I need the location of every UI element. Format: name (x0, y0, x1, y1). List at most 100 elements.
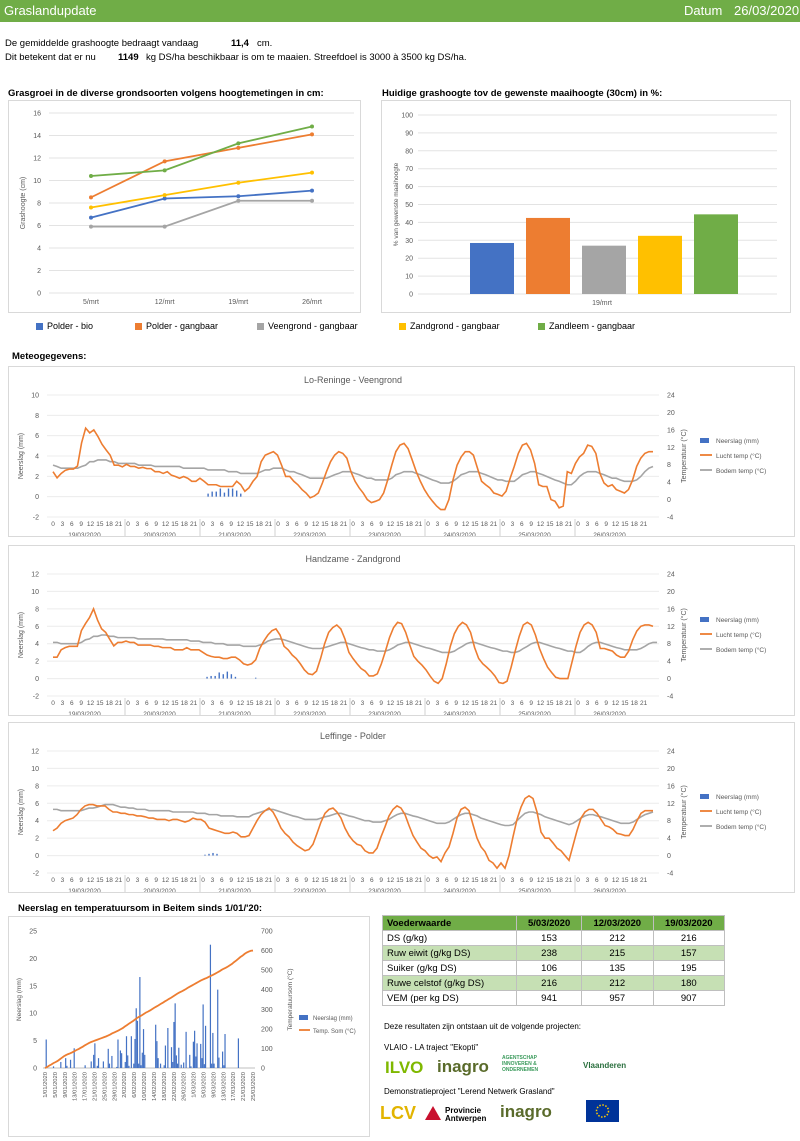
rain-bar (202, 1004, 204, 1068)
rain-temp-sum-chart: 0 5 10 15 20 25 0 100 200 300 400 500 600 700 Neerslag… (16, 929, 356, 1102)
logo-inagro-2: inagro (500, 1102, 552, 1121)
hour-tick-label: 12 (87, 521, 95, 528)
hour-tick-label: 21 (340, 877, 348, 884)
y2-tick-label: 600 (261, 948, 273, 955)
page-title: Graslandupdate (4, 3, 97, 18)
hour-tick-label: 3 (586, 700, 590, 707)
pct-chart-panel: 0 10 20 30 40 50 60 70 80 90 100 % van gewenste maa… (381, 100, 791, 313)
date-label: 24/03/2020 (443, 711, 476, 715)
feed-cell-label: Ruw eiwit (g/kg DS) (381, 945, 518, 961)
legend-item: Zandgrond - gangbaar (399, 321, 500, 331)
intro-line-2: Dit betekent dat er nu (5, 52, 96, 63)
rain-bar (190, 1066, 192, 1068)
table-row: Ruwe celstof (g/kg DS) 216 212 180 (381, 975, 725, 991)
y-tick-label: 8 (35, 413, 39, 420)
y2-tick-label: 24 (667, 749, 675, 756)
hour-tick-label: 9 (379, 521, 383, 528)
hour-tick-label: 21 (490, 877, 498, 884)
hour-tick-label: 15 (321, 700, 329, 707)
data-point (162, 159, 167, 164)
rain-bar (163, 1065, 165, 1068)
hour-tick-label: 18 (331, 521, 339, 528)
avg-height-value: 11,4 (231, 38, 249, 49)
hour-tick-label: 9 (79, 700, 83, 707)
rain-bar (222, 674, 224, 679)
y2-tick-label: 4 (667, 659, 671, 666)
legend-label: Neerslag (mm) (716, 617, 759, 624)
y2-tick-label: -4 (667, 515, 673, 522)
x-tick-label: 5/03/2020 (201, 1072, 207, 1098)
x-tick-label: 22/02/2020 (172, 1072, 178, 1101)
feed-cell-label: Suiker (g/kg DS) (381, 960, 518, 976)
feed-header-cell: 12/03/2020 (581, 915, 654, 931)
y2-tick-label: 20 (667, 766, 675, 773)
rain-bar (210, 675, 212, 679)
soil-temp-line (53, 634, 658, 654)
y-tick-label: 6 (35, 624, 39, 631)
y-axis-label: Neerslag (mm) (16, 978, 23, 1021)
meteo-chart-handzame: Handzame - Zandgrond-2024681012-40481216… (18, 554, 766, 718)
data-point (89, 174, 93, 178)
logo-ilvo: ILVO (385, 1058, 424, 1077)
rain-bar (212, 852, 214, 856)
x-tick-label: 21/01/2020 (93, 1072, 99, 1101)
hour-tick-label: 9 (529, 521, 533, 528)
rain-bar (237, 1038, 240, 1068)
y-tick-label: 60 (405, 184, 413, 191)
hour-tick-label: 6 (445, 877, 449, 884)
feed-cell: 238 (516, 945, 583, 961)
x-tick-label: 18/02/2020 (162, 1072, 168, 1101)
rain-bar (195, 1056, 197, 1068)
hour-tick-label: 6 (370, 877, 374, 884)
y2-tick-label: 4 (667, 480, 671, 487)
hour-tick-label: 0 (276, 877, 280, 884)
x-tick-label: 1/01/2020 (43, 1072, 49, 1098)
y2-axis-label: Temperatuursom (°C) (286, 968, 294, 1030)
hour-tick-label: 6 (220, 877, 224, 884)
legend-label: Neerslag (mm) (716, 794, 759, 801)
logo-agentschap: AGENTSCHAP INNOVEREN & ONDERNEMEN (502, 1055, 539, 1073)
rain-bar (224, 1034, 226, 1068)
rain-bar (84, 1065, 86, 1068)
y-tick-label: 4 (35, 641, 39, 648)
hour-tick-label: 3 (136, 877, 140, 884)
date-label: 23/03/2020 (368, 711, 401, 715)
date-label: 21/03/2020 (218, 888, 251, 892)
hour-tick-label: 15 (96, 700, 104, 707)
legend-label: Zandgrond - gangbaar (410, 321, 500, 331)
y2-tick-label: -4 (667, 694, 673, 701)
y-tick-label: 20 (29, 956, 37, 963)
air-temp-line (52, 426, 653, 511)
hour-tick-label: 9 (154, 877, 158, 884)
y2-tick-label: 300 (261, 1007, 273, 1014)
hour-tick-label: 3 (586, 521, 590, 528)
hour-tick-label: 0 (501, 521, 505, 528)
hour-tick-label: 6 (70, 521, 74, 528)
hour-tick-label: 9 (229, 700, 233, 707)
hour-tick-label: 9 (454, 521, 458, 528)
date-label: 24/03/2020 (443, 888, 476, 892)
y-tick-label: 10 (31, 766, 39, 773)
hour-tick-label: 9 (604, 521, 608, 528)
rain-bar (108, 1063, 111, 1068)
hour-tick-label: 12 (162, 700, 170, 707)
hour-tick-label: 15 (321, 521, 329, 528)
rain-bar (157, 1058, 159, 1068)
x-tick-label: 26/02/2020 (182, 1072, 188, 1101)
hour-tick-label: 3 (511, 877, 515, 884)
feed-cell: 180 (652, 975, 725, 991)
feed-header-cell: 19/03/2020 (652, 915, 725, 931)
hour-tick-label: 15 (396, 877, 404, 884)
hour-tick-label: 15 (96, 521, 104, 528)
rain-bar (141, 1052, 143, 1068)
date-label: 26/03/2020 (593, 888, 626, 892)
hour-tick-label: 21 (115, 700, 123, 707)
hour-tick-label: 3 (286, 700, 290, 707)
hour-tick-label: 21 (640, 877, 648, 884)
feed-cell: 212 (581, 975, 654, 991)
hour-tick-label: 0 (276, 700, 280, 707)
hour-tick-label: 6 (520, 877, 524, 884)
hour-tick-label: 21 (640, 700, 648, 707)
rain-bar (235, 490, 238, 497)
hour-tick-label: 0 (501, 877, 505, 884)
